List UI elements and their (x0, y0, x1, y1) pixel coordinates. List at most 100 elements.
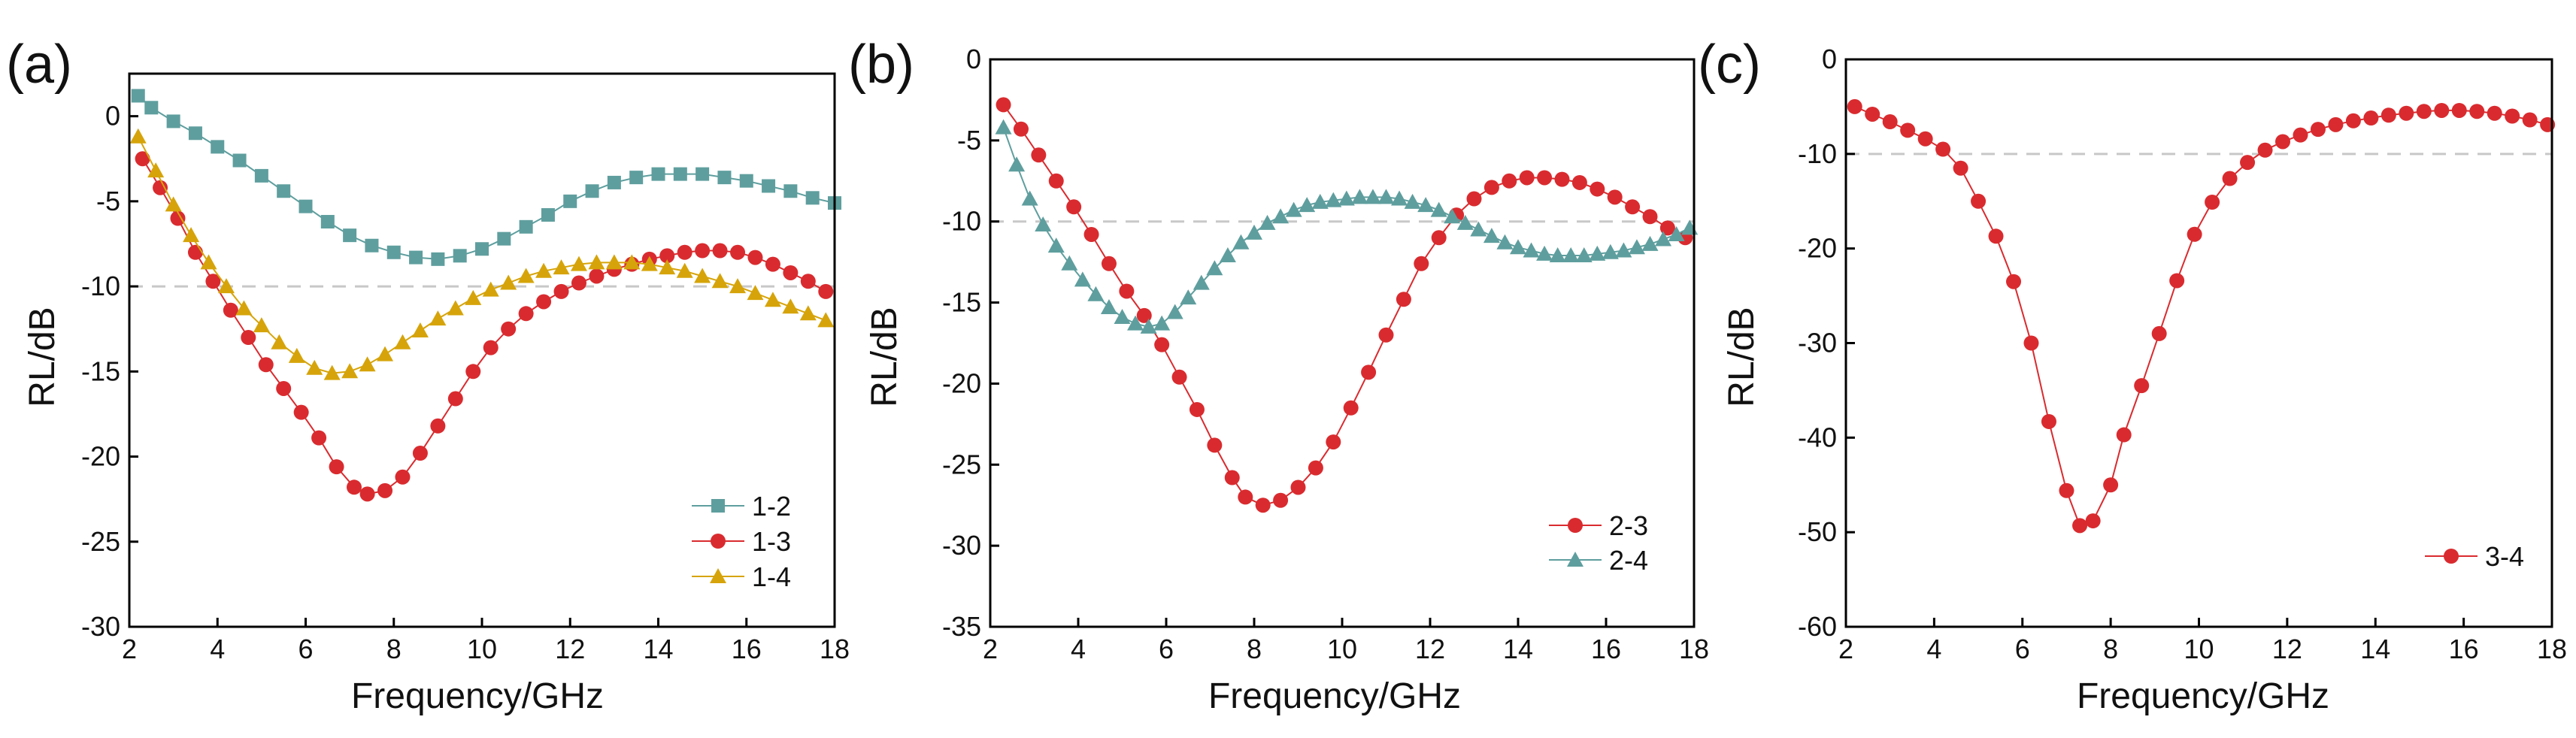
data-point-1-4 (553, 259, 570, 275)
data-point-3-4 (2169, 273, 2185, 289)
data-point-1-2 (696, 167, 710, 181)
data-point-1-3 (135, 151, 150, 167)
data-point-2-4 (1668, 225, 1685, 241)
data-point-2-4 (1377, 189, 1395, 204)
x-tick-label: 4 (1926, 634, 1941, 664)
y-tick-label: -20 (81, 441, 120, 472)
data-point-1-3 (359, 486, 375, 502)
data-point-1-3 (589, 268, 605, 284)
data-point-1-4 (253, 317, 270, 333)
legend-item-1-4: 1-4 (692, 561, 791, 592)
x-tick-label: 12 (2272, 634, 2302, 664)
series-line-2-3 (1002, 104, 1686, 507)
data-point-2-4 (1127, 315, 1144, 331)
data-point-1-4 (570, 256, 587, 271)
data-point-3-4 (2293, 127, 2308, 143)
data-point-3-4 (2240, 155, 2256, 171)
data-point-1-4 (535, 262, 553, 278)
legend-item-2-4: 2-4 (1549, 545, 1648, 576)
data-point-1-2 (497, 231, 511, 246)
data-point-3-4 (2469, 104, 2485, 119)
data-point-2-4 (1470, 221, 1487, 237)
data-point-1-4 (500, 274, 517, 290)
panel-c-plot: 2 4 6 8 10 12 14 16 18 0 -10 -20 -30 -40 -50 -60 (1798, 44, 2567, 664)
data-point-1-4 (817, 312, 835, 328)
data-point-2-4 (1325, 192, 1342, 207)
data-point-2-4 (1430, 201, 1447, 217)
data-point-1-4 (394, 334, 411, 349)
panel-c-ylabel: RL/dB (1722, 307, 1762, 407)
data-point-1-3 (483, 340, 499, 355)
data-point-3-4 (2381, 107, 2396, 123)
data-point-1-3 (346, 479, 362, 495)
data-point-3-4 (2041, 413, 2056, 429)
y-tick-label: -10 (1798, 138, 1837, 169)
data-point-3-4 (2487, 105, 2502, 121)
data-point-2-4 (1140, 318, 1157, 334)
data-point-3-4 (1900, 122, 1916, 138)
data-point-2-4 (1246, 224, 1262, 240)
panel-a-plot: 2 4 6 8 10 12 14 16 18 0 -5 -10 -15 -20 -25 -30 (81, 72, 850, 664)
data-point-3-4 (1882, 114, 1898, 130)
data-point-2-4 (1404, 193, 1421, 209)
data-point-1-4 (200, 254, 217, 270)
y-tick-label: -15 (942, 287, 981, 318)
x-tick-label: 10 (2184, 634, 2214, 664)
data-point-3-4 (2345, 113, 2361, 129)
data-point-3-4 (2006, 274, 2022, 289)
data-point-2-4 (1180, 289, 1197, 305)
data-point-2-3 (1154, 337, 1170, 352)
data-point-1-4 (235, 300, 253, 316)
data-point-2-3 (1119, 283, 1135, 299)
panel-a-xlabel: Frequency/GHz (351, 676, 604, 716)
data-point-2-4 (1391, 190, 1408, 206)
legend-label-2-4: 2-4 (1609, 545, 1648, 576)
data-point-2-3 (1466, 191, 1482, 207)
data-point-1-4 (782, 298, 799, 314)
data-point-3-4 (2059, 482, 2074, 498)
data-point-1-4 (447, 300, 464, 316)
data-point-1-4 (429, 310, 447, 326)
series-line-2-4 (1002, 127, 1690, 328)
data-point-2-3 (1396, 292, 1411, 307)
legend-item-1-2: 1-2 (692, 491, 791, 522)
data-point-1-2 (211, 140, 225, 154)
data-point-1-4 (517, 268, 535, 283)
panel-a-ylabel: RL/dB (23, 307, 62, 407)
data-point-1-2 (277, 184, 291, 198)
data-point-2-4 (1364, 189, 1381, 204)
data-point-2-4 (1193, 274, 1210, 290)
data-point-1-3 (153, 180, 168, 195)
data-point-1-2 (673, 167, 687, 181)
data-point-2-4 (1047, 237, 1065, 253)
data-point-3-4 (2416, 104, 2432, 119)
data-point-2-3 (1031, 147, 1047, 163)
data-point-2-3 (1255, 498, 1271, 513)
series-line-1-4 (137, 136, 826, 374)
y-tick-label: 0 (105, 101, 120, 132)
data-point-2-3 (1554, 171, 1570, 187)
data-point-1-2 (409, 250, 423, 265)
data-point-2-3 (1066, 199, 1082, 215)
data-point-2-3 (1273, 492, 1289, 508)
data-point-2-3 (1431, 230, 1447, 246)
data-point-1-3 (205, 274, 221, 289)
data-point-1-4 (799, 305, 817, 321)
y-tick-label: -25 (81, 526, 120, 557)
data-point-1-2 (299, 199, 313, 213)
x-tick-label: 8 (2103, 634, 2118, 664)
data-point-2-4 (1035, 216, 1052, 232)
data-point-1-4 (271, 334, 288, 349)
data-point-1-3 (258, 357, 274, 373)
data-point-1-4 (306, 359, 323, 375)
legend-marker-2-4 (1567, 552, 1583, 567)
data-point-3-4 (2205, 195, 2220, 210)
panel-a-legend: 1-2 1-3 1-4 (692, 491, 791, 592)
data-point-1-4 (288, 347, 305, 363)
data-point-2-4 (1008, 156, 1026, 172)
data-point-2-4 (1061, 255, 1078, 271)
data-point-2-4 (1602, 243, 1619, 259)
data-point-1-3 (447, 391, 463, 407)
data-point-3-4 (2275, 134, 2291, 150)
data-point-3-4 (1917, 131, 1933, 147)
